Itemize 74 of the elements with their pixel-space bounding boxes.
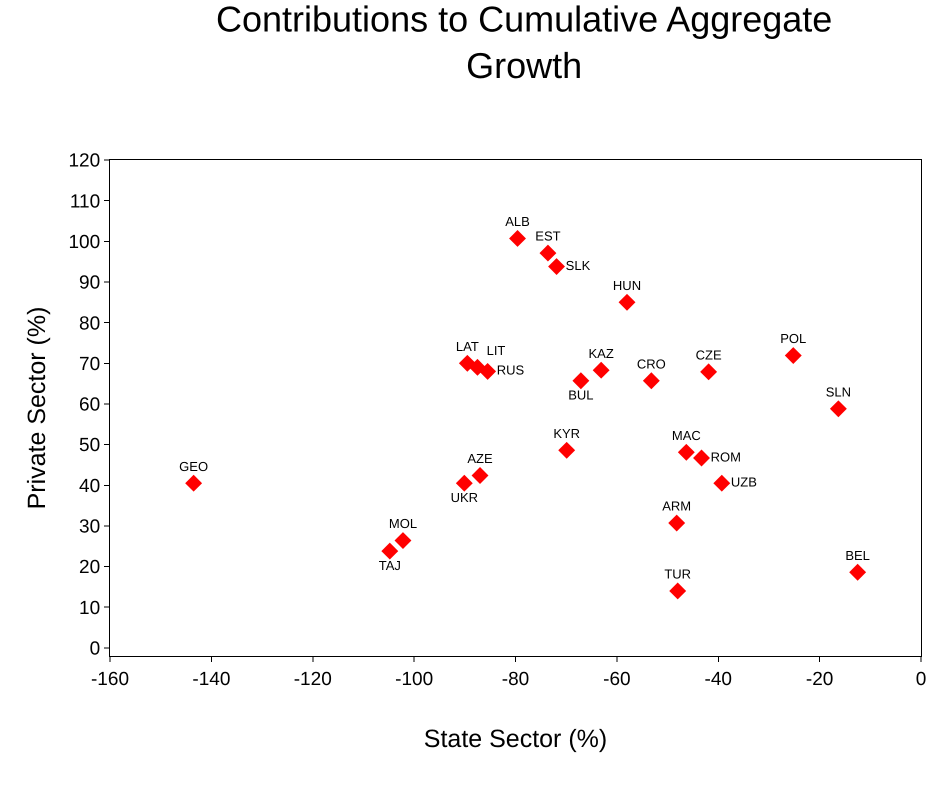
data-label: BEL — [845, 548, 870, 563]
y-axis-title: Private Sector (%) — [23, 306, 52, 510]
y-tick-label: 70 — [79, 354, 100, 375]
point — [558, 442, 576, 459]
data-label: KAZ — [588, 346, 614, 361]
chart-title: Contributions to Cumulative Aggregate Growth — [216, 0, 832, 86]
y-tick-label: 80 — [79, 313, 100, 334]
point — [469, 358, 486, 376]
point — [713, 474, 730, 492]
point — [548, 258, 566, 275]
data-label: BUL — [568, 388, 594, 403]
point — [642, 372, 660, 390]
data-label: MOL — [388, 516, 418, 532]
point — [381, 542, 398, 560]
y-tick-label: 120 — [68, 150, 100, 172]
data-label: CZE — [696, 347, 722, 362]
y-tick-label: 60 — [79, 394, 100, 416]
y-tick-label: 40 — [79, 476, 100, 497]
point — [693, 450, 710, 466]
y-tick-label: 30 — [79, 516, 100, 538]
data-label: MAC — [672, 428, 701, 443]
x-tick-label: -120 — [294, 668, 332, 690]
y-tick-label: 20 — [79, 557, 100, 578]
data-label: ALB — [505, 214, 530, 230]
point — [668, 514, 686, 532]
data-label: UKR — [450, 490, 478, 506]
point — [539, 244, 556, 262]
data-label: LAT — [456, 338, 479, 354]
point — [394, 532, 412, 549]
x-tick-label: -60 — [603, 668, 631, 690]
x-tick-label: -40 — [704, 668, 732, 690]
data-label: LIT — [486, 342, 506, 358]
point — [618, 294, 636, 311]
data-label: KYR — [553, 426, 580, 441]
data-label: ROM — [710, 449, 741, 464]
y-tick-label: 0 — [90, 638, 100, 660]
y-tick-label: 90 — [79, 272, 100, 294]
data-label: SLK — [566, 258, 591, 273]
y-tick-label: 50 — [79, 435, 100, 456]
point — [678, 444, 695, 461]
x-tick-label: 0 — [916, 668, 926, 690]
x-tick-label: -80 — [502, 668, 530, 690]
point — [472, 467, 488, 484]
point — [700, 363, 718, 380]
point — [185, 474, 202, 492]
x-tick-label: -20 — [806, 668, 834, 690]
x-tick-label: -140 — [192, 668, 230, 690]
data-label: GEO — [179, 458, 208, 474]
point — [479, 362, 496, 380]
data-label: POL — [780, 331, 806, 346]
x-tick-label: -160 — [90, 668, 130, 690]
x-tick-label: -100 — [395, 668, 434, 690]
data-label: TUR — [664, 566, 692, 582]
x-axis-title: State Sector (%) — [424, 724, 608, 753]
data-label: RUS — [496, 362, 525, 378]
data-label: TAJ — [378, 558, 401, 573]
data-label: ARM — [662, 498, 692, 514]
y-tick-label: 100 — [68, 232, 100, 253]
point — [456, 474, 473, 492]
point — [572, 372, 590, 390]
data-label: EST — [535, 228, 561, 244]
point — [509, 230, 526, 247]
data-label: AZE — [467, 451, 493, 466]
point — [784, 347, 802, 364]
point — [830, 400, 847, 418]
point — [592, 362, 610, 379]
data-label: UZB — [730, 474, 757, 490]
point — [849, 564, 866, 581]
y-tick-label: 10 — [79, 598, 100, 619]
point — [669, 582, 686, 600]
data-label: SLN — [826, 384, 852, 400]
data-label: CRO — [636, 356, 666, 372]
y-tick-label: 110 — [70, 191, 100, 212]
data-label: HUN — [612, 278, 642, 293]
